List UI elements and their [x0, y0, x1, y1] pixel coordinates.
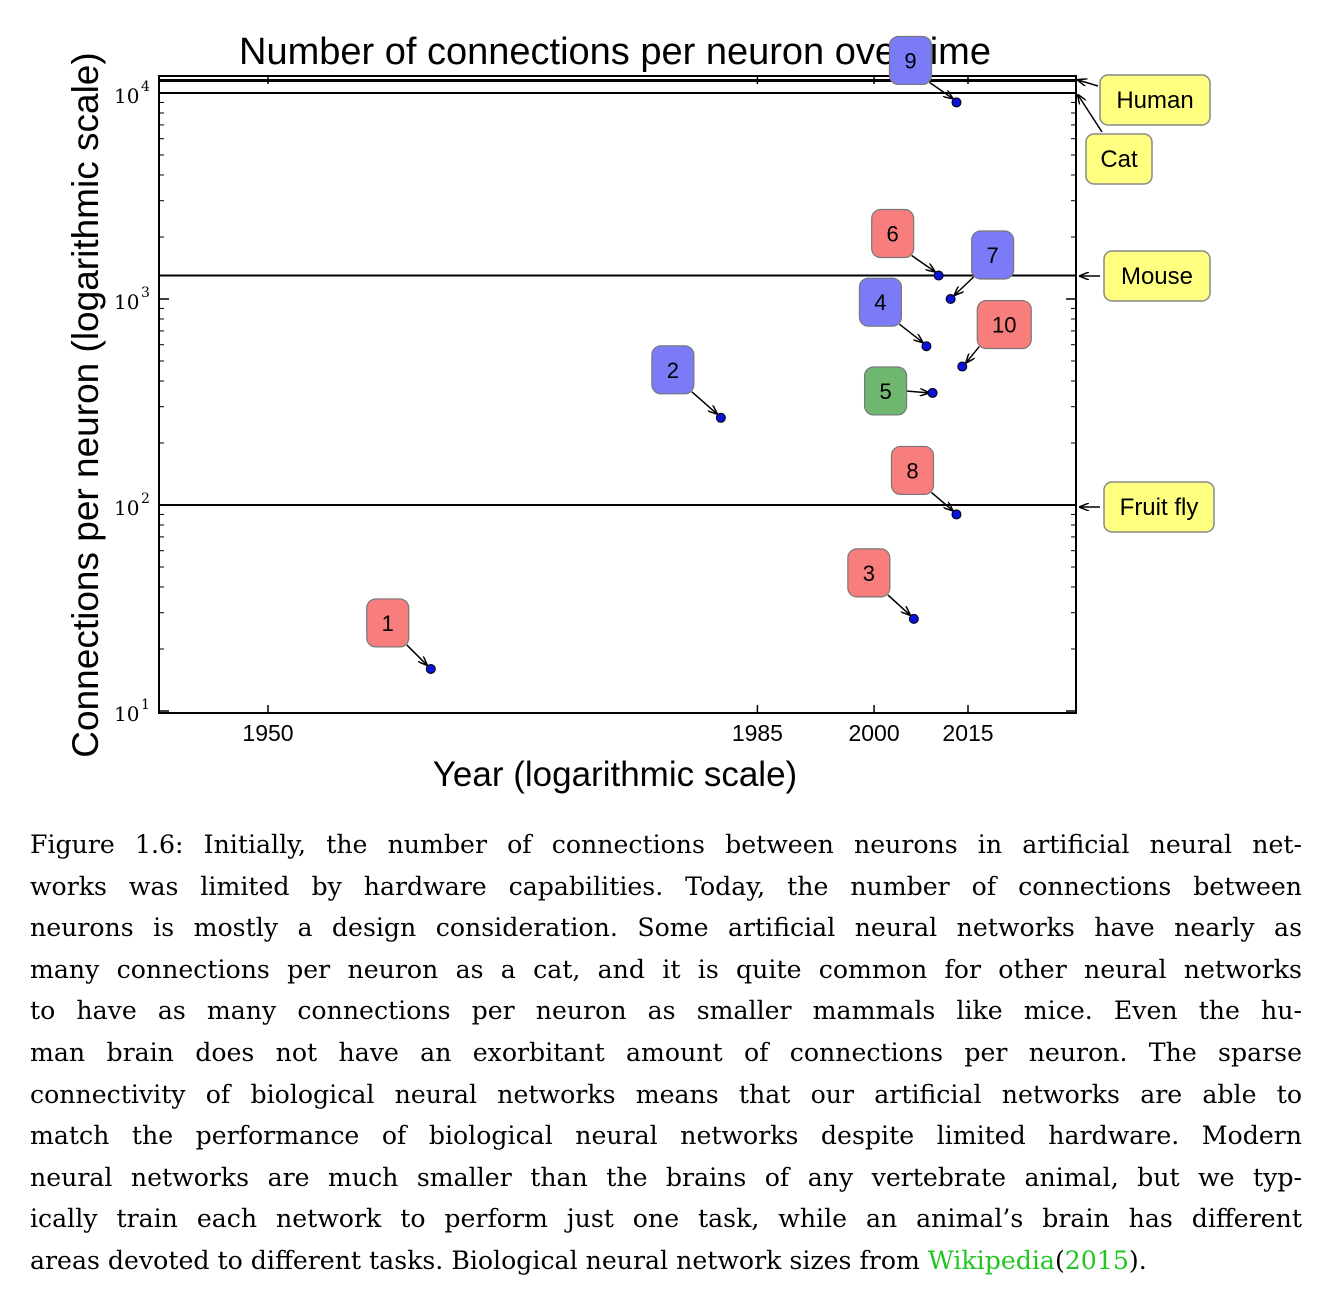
y-tick-label-exponent: 3 — [141, 285, 150, 301]
point-arrow — [911, 254, 935, 272]
reference-label-box — [1103, 250, 1211, 302]
data-point — [951, 97, 962, 108]
caption-line: ically train each network to perform jus… — [30, 1204, 1302, 1234]
point-label: 1 — [382, 611, 394, 636]
caption-line: many connections per neuron as a cat, an… — [30, 954, 1302, 984]
point-label-box — [890, 445, 935, 496]
caption-line: neurons is mostly a design consideration… — [30, 913, 1302, 943]
point-label: 8 — [906, 458, 918, 483]
point-label: 4 — [874, 290, 886, 315]
point-arrow — [887, 594, 910, 615]
reference-arrow — [1078, 80, 1099, 87]
data-point — [425, 663, 436, 674]
reference-label-box — [1085, 133, 1153, 185]
citation-paren-close: ). — [1128, 1245, 1147, 1275]
point-label: 3 — [863, 561, 875, 586]
caption-line: connectivity of biological neural networ… — [30, 1079, 1302, 1109]
point-label-box — [976, 299, 1032, 350]
point-arrow — [929, 81, 952, 98]
wikipedia-link[interactable]: Wikipedia — [927, 1245, 1055, 1275]
caption-line: Figure 1.6: Initially, the number of con… — [30, 830, 1302, 859]
data-point — [927, 387, 938, 398]
point-arrow — [955, 276, 975, 295]
point-arrow — [930, 491, 952, 510]
point-label: 6 — [887, 222, 899, 247]
chart: Number of connections per neuron over ti… — [65, 31, 1215, 794]
point-label-box — [871, 208, 915, 259]
caption-last-line-text: areas devoted to different tasks. Biolog… — [30, 1245, 920, 1275]
y-tick-label: 10 — [114, 496, 139, 520]
point-label-box — [888, 35, 933, 86]
point-arrow — [691, 391, 717, 414]
plot-area — [158, 75, 1077, 714]
point-label: 5 — [879, 379, 891, 404]
x-axis-label: Year (logarithmic scale) — [433, 755, 797, 794]
data-point — [945, 294, 956, 304]
chart-title: Number of connections per neuron over ti… — [239, 31, 991, 73]
figure-caption: Figure 1.6: Initially, the number of con… — [30, 824, 1302, 1282]
data-point — [715, 412, 726, 423]
point-label-box — [651, 345, 695, 395]
point-label-box — [366, 598, 410, 648]
reference-label: Fruit fly — [1120, 494, 1199, 521]
caption-line: neural networks are much smaller than th… — [30, 1162, 1302, 1192]
caption-line: to have as many connections per neuron a… — [30, 996, 1302, 1026]
data-point — [957, 361, 968, 372]
data-point — [921, 341, 932, 352]
point-label: 7 — [986, 243, 998, 268]
point-label: 10 — [992, 313, 1016, 338]
y-tick-label: 10 — [114, 702, 139, 726]
citation-paren-open: ( — [1054, 1245, 1065, 1275]
data-point — [951, 509, 962, 520]
y-tick-label: 10 — [114, 290, 139, 314]
point-arrow — [966, 346, 980, 363]
reference-label: Mouse — [1121, 263, 1193, 290]
point-label: 9 — [904, 48, 916, 73]
caption-last-line: areas devoted to different tasks. Biolog… — [30, 1240, 1302, 1282]
x-tick-label: 1985 — [732, 720, 783, 746]
point-label-box — [847, 548, 891, 598]
caption-line: man brain does not have an exorbitant am… — [30, 1037, 1302, 1067]
reference-label-box — [1103, 481, 1215, 533]
point-arrow — [898, 323, 922, 342]
point-label-box — [971, 230, 1015, 280]
y-axis-label: Connections per neuron (logarithmic scal… — [65, 52, 106, 757]
point-label-box — [858, 277, 903, 327]
point-label: 2 — [667, 358, 679, 383]
point-label-box — [863, 366, 908, 416]
x-tick-label: 2000 — [848, 720, 899, 746]
x-tick-label: 1950 — [242, 720, 293, 746]
citation-year-link[interactable]: 2015 — [1064, 1245, 1129, 1275]
reference-arrow — [1078, 95, 1103, 133]
caption-line: match the performance of biological neur… — [30, 1121, 1302, 1151]
point-arrow — [904, 391, 929, 393]
y-tick-label-exponent: 2 — [141, 491, 150, 507]
y-tick-label-exponent: 4 — [141, 79, 150, 95]
reference-label: Human — [1116, 87, 1193, 114]
x-tick-label: 2015 — [942, 720, 993, 746]
data-point — [908, 613, 919, 624]
reference-label: Cat — [1100, 146, 1138, 173]
point-arrow — [406, 644, 427, 665]
reference-label-box — [1099, 74, 1211, 126]
data-point — [933, 270, 944, 281]
y-tick-label: 10 — [114, 84, 139, 108]
caption-line: works was limited by hardware capabiliti… — [30, 871, 1302, 901]
y-tick-label-exponent: 1 — [141, 697, 150, 713]
